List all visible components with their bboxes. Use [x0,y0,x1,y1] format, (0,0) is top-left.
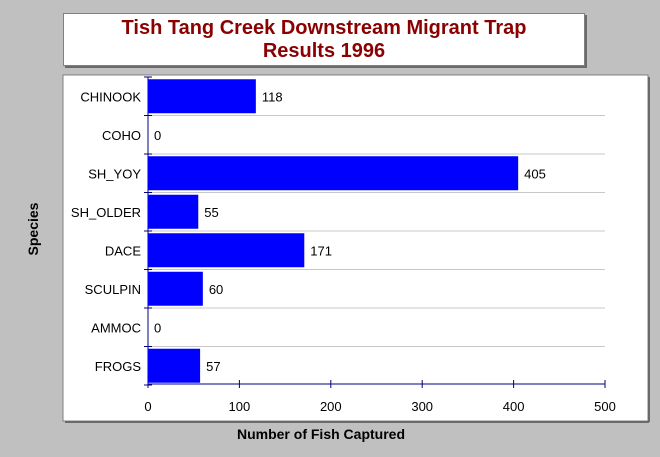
data-label: 57 [206,359,220,374]
bar-dace [148,233,305,268]
bar-chinook [148,79,256,114]
category-label: SH_YOY [88,166,141,181]
bar-sculpin [148,271,203,306]
data-label: 60 [209,282,223,297]
data-label: 0 [154,128,161,143]
category-label: COHO [102,128,141,143]
category-label: SCULPIN [85,282,141,297]
data-label: 55 [204,205,218,220]
bar-sh-older [148,194,199,229]
data-label: 0 [154,320,161,335]
data-label: 118 [262,89,283,104]
x-tick-label: 300 [411,399,433,414]
category-label: CHINOOK [80,89,141,104]
x-tick-label: 100 [229,399,251,414]
x-tick-label: 500 [594,399,616,414]
y-axis-title: Species [25,202,41,255]
category-label: SH_OLDER [71,205,141,220]
chart-title-line-1: Tish Tang Creek Downstream Migrant Trap [121,17,527,39]
data-label: 405 [524,166,546,181]
x-tick-label: 200 [320,399,342,414]
category-label: FROGS [95,359,142,374]
x-tick-label: 0 [144,399,151,414]
chart-title-box: Tish Tang Creek Downstream Migrant Trap … [63,13,585,66]
category-label: AMMOC [91,320,141,335]
bar-frogs [148,348,201,383]
x-tick-label: 400 [503,399,525,414]
category-label: DACE [105,243,141,258]
x-axis-title: Number of Fish Captured [237,426,405,442]
chart-title-line-2: Results 1996 [262,40,386,62]
data-label: 171 [310,243,332,258]
bar-sh-yoy [148,156,519,191]
